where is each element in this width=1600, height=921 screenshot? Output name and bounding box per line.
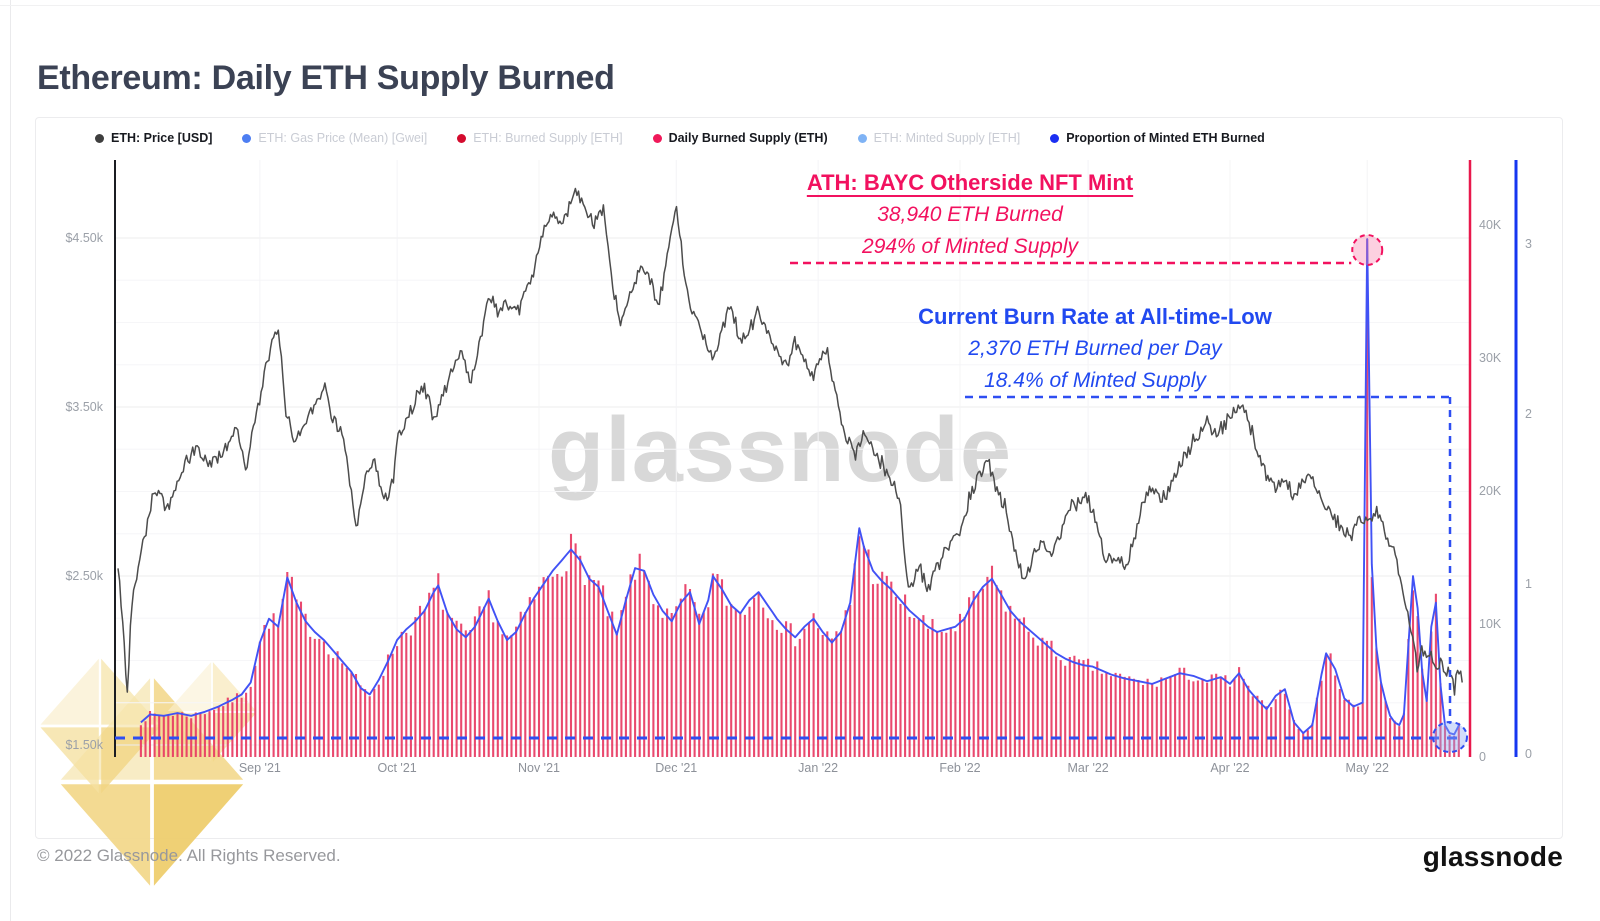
page-left-divider [10,0,11,921]
proportion-minted-burned-line [140,238,1460,736]
annotation-ath-title: ATH: BAYC Otherside NFT Mint [806,170,1134,195]
annotation-burn-rate-atl: Current Burn Rate at All-time-Low 2,370 … [880,301,1310,397]
month-tick-label: Mar '22 [1067,761,1108,775]
month-tick-label: Feb '22 [939,761,980,775]
burned-axis-label: 10K [1479,617,1502,631]
annotation-ath-detail1: 38,940 ETH Burned [877,203,1063,226]
annotation-atl-detail2: 18.4% of Minted Supply [984,369,1206,392]
legend-dot-icon [1050,133,1060,143]
legend-dot-icon [242,133,252,143]
page-title: Ethereum: Daily ETH Supply Burned [37,58,615,97]
month-tick-label: May '22 [1346,761,1389,775]
legend-item-label: ETH: Minted Supply [ETH] [873,131,1021,145]
annotation-atl-title: Current Burn Rate at All-time-Low [918,304,1272,329]
eth-price-line [117,187,1463,696]
burned-axis-label: 30K [1479,351,1502,365]
proportion-axis-label: 2 [1525,407,1532,421]
legend-item-3[interactable]: Daily Burned Supply (ETH) [652,131,828,145]
legend-item-5[interactable]: Proportion of Minted ETH Burned [1050,131,1265,145]
ath-spike-highlight-circle [1351,234,1384,266]
legend-item-label: Daily Burned Supply (ETH) [668,131,828,145]
month-tick-label: Jan '22 [798,761,838,775]
copyright-text: © 2022 Glassnode. All Rights Reserved. [37,846,341,865]
price-axis-label: $2.50k [65,569,103,583]
atl-highlight-ellipse [1432,721,1468,753]
burned-axis-label: 40K [1479,218,1502,232]
legend-dot-icon [857,133,867,143]
legend-item-2[interactable]: ETH: Burned Supply [ETH] [457,131,623,145]
price-axis-label: $4.50k [65,231,103,245]
month-tick-label: Apr '22 [1210,761,1249,775]
chart-legend: ETH: Price [USD] ETH: Gas Price (Mean) [G… [95,131,1265,145]
burned-axis-label: 20K [1479,484,1502,498]
proportion-axis-label: 3 [1525,237,1532,251]
page-top-divider [0,5,1600,6]
month-tick-label: Sep '21 [239,761,281,775]
burned-axis-label: 0 [1479,750,1486,764]
month-tick-label: Dec '21 [655,761,697,775]
month-tick-label: Nov '21 [518,761,560,775]
legend-item-0[interactable]: ETH: Price [USD] [95,131,212,145]
legend-item-1[interactable]: ETH: Gas Price (Mean) [Gwei] [242,131,427,145]
legend-item-label: ETH: Burned Supply [ETH] [473,131,623,145]
legend-item-label: Proportion of Minted ETH Burned [1066,131,1265,145]
proportion-axis-label: 1 [1525,577,1532,591]
price-axis-label: $3.50k [65,400,103,414]
price-axis-label: $1.50k [65,738,103,752]
annotation-ath-bayc: ATH: BAYC Otherside NFT Mint 38,940 ETH … [760,167,1180,263]
legend-item-label: ETH: Price [USD] [111,131,213,145]
annotation-atl-detail1: 2,370 ETH Burned per Day [968,337,1222,360]
proportion-axis-label: 0 [1525,747,1532,761]
legend-item-4[interactable]: ETH: Minted Supply [ETH] [857,131,1021,145]
annotation-ath-detail2: 294% of Minted Supply [862,235,1078,258]
legend-dot-icon [95,133,104,143]
legend-item-label: ETH: Gas Price (Mean) [Gwei] [258,131,428,145]
legend-dot-icon [652,133,662,143]
legend-dot-icon [457,133,467,143]
month-tick-label: Oct '21 [378,761,417,775]
glassnode-brand-logo: glassnode [1422,841,1563,872]
